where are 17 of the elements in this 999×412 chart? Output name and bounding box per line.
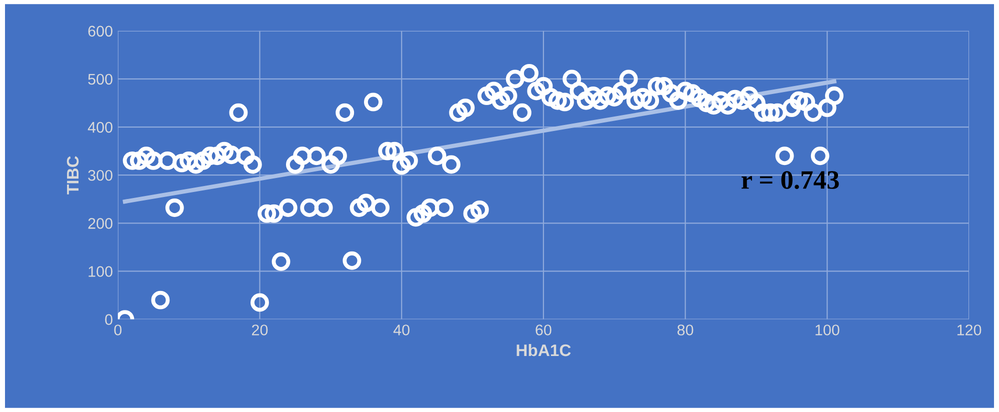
x-tick-label: 20 bbox=[252, 324, 268, 336]
y-tick-label: 500 bbox=[88, 74, 112, 85]
annotation: r = 0.743 bbox=[742, 171, 839, 190]
x-axis-title: HbA1C bbox=[516, 344, 571, 356]
y-axis-title: TIBC bbox=[66, 156, 79, 194]
y-tick-label: 400 bbox=[88, 122, 112, 133]
y-tick-label: 600 bbox=[88, 26, 112, 37]
x-tick-label: 100 bbox=[816, 324, 840, 336]
y-tick-label: 0 bbox=[105, 314, 112, 325]
x-tick-label: 60 bbox=[536, 324, 552, 336]
x-tick-label: 40 bbox=[393, 324, 410, 336]
y-tick-label: 200 bbox=[88, 218, 112, 229]
y-tick-label: 300 bbox=[88, 170, 112, 181]
x-tick-label: 80 bbox=[677, 324, 694, 336]
y-tick-label: 100 bbox=[88, 266, 112, 277]
x-tick-label: 0 bbox=[114, 324, 122, 336]
x-tick-label: 120 bbox=[957, 324, 982, 336]
